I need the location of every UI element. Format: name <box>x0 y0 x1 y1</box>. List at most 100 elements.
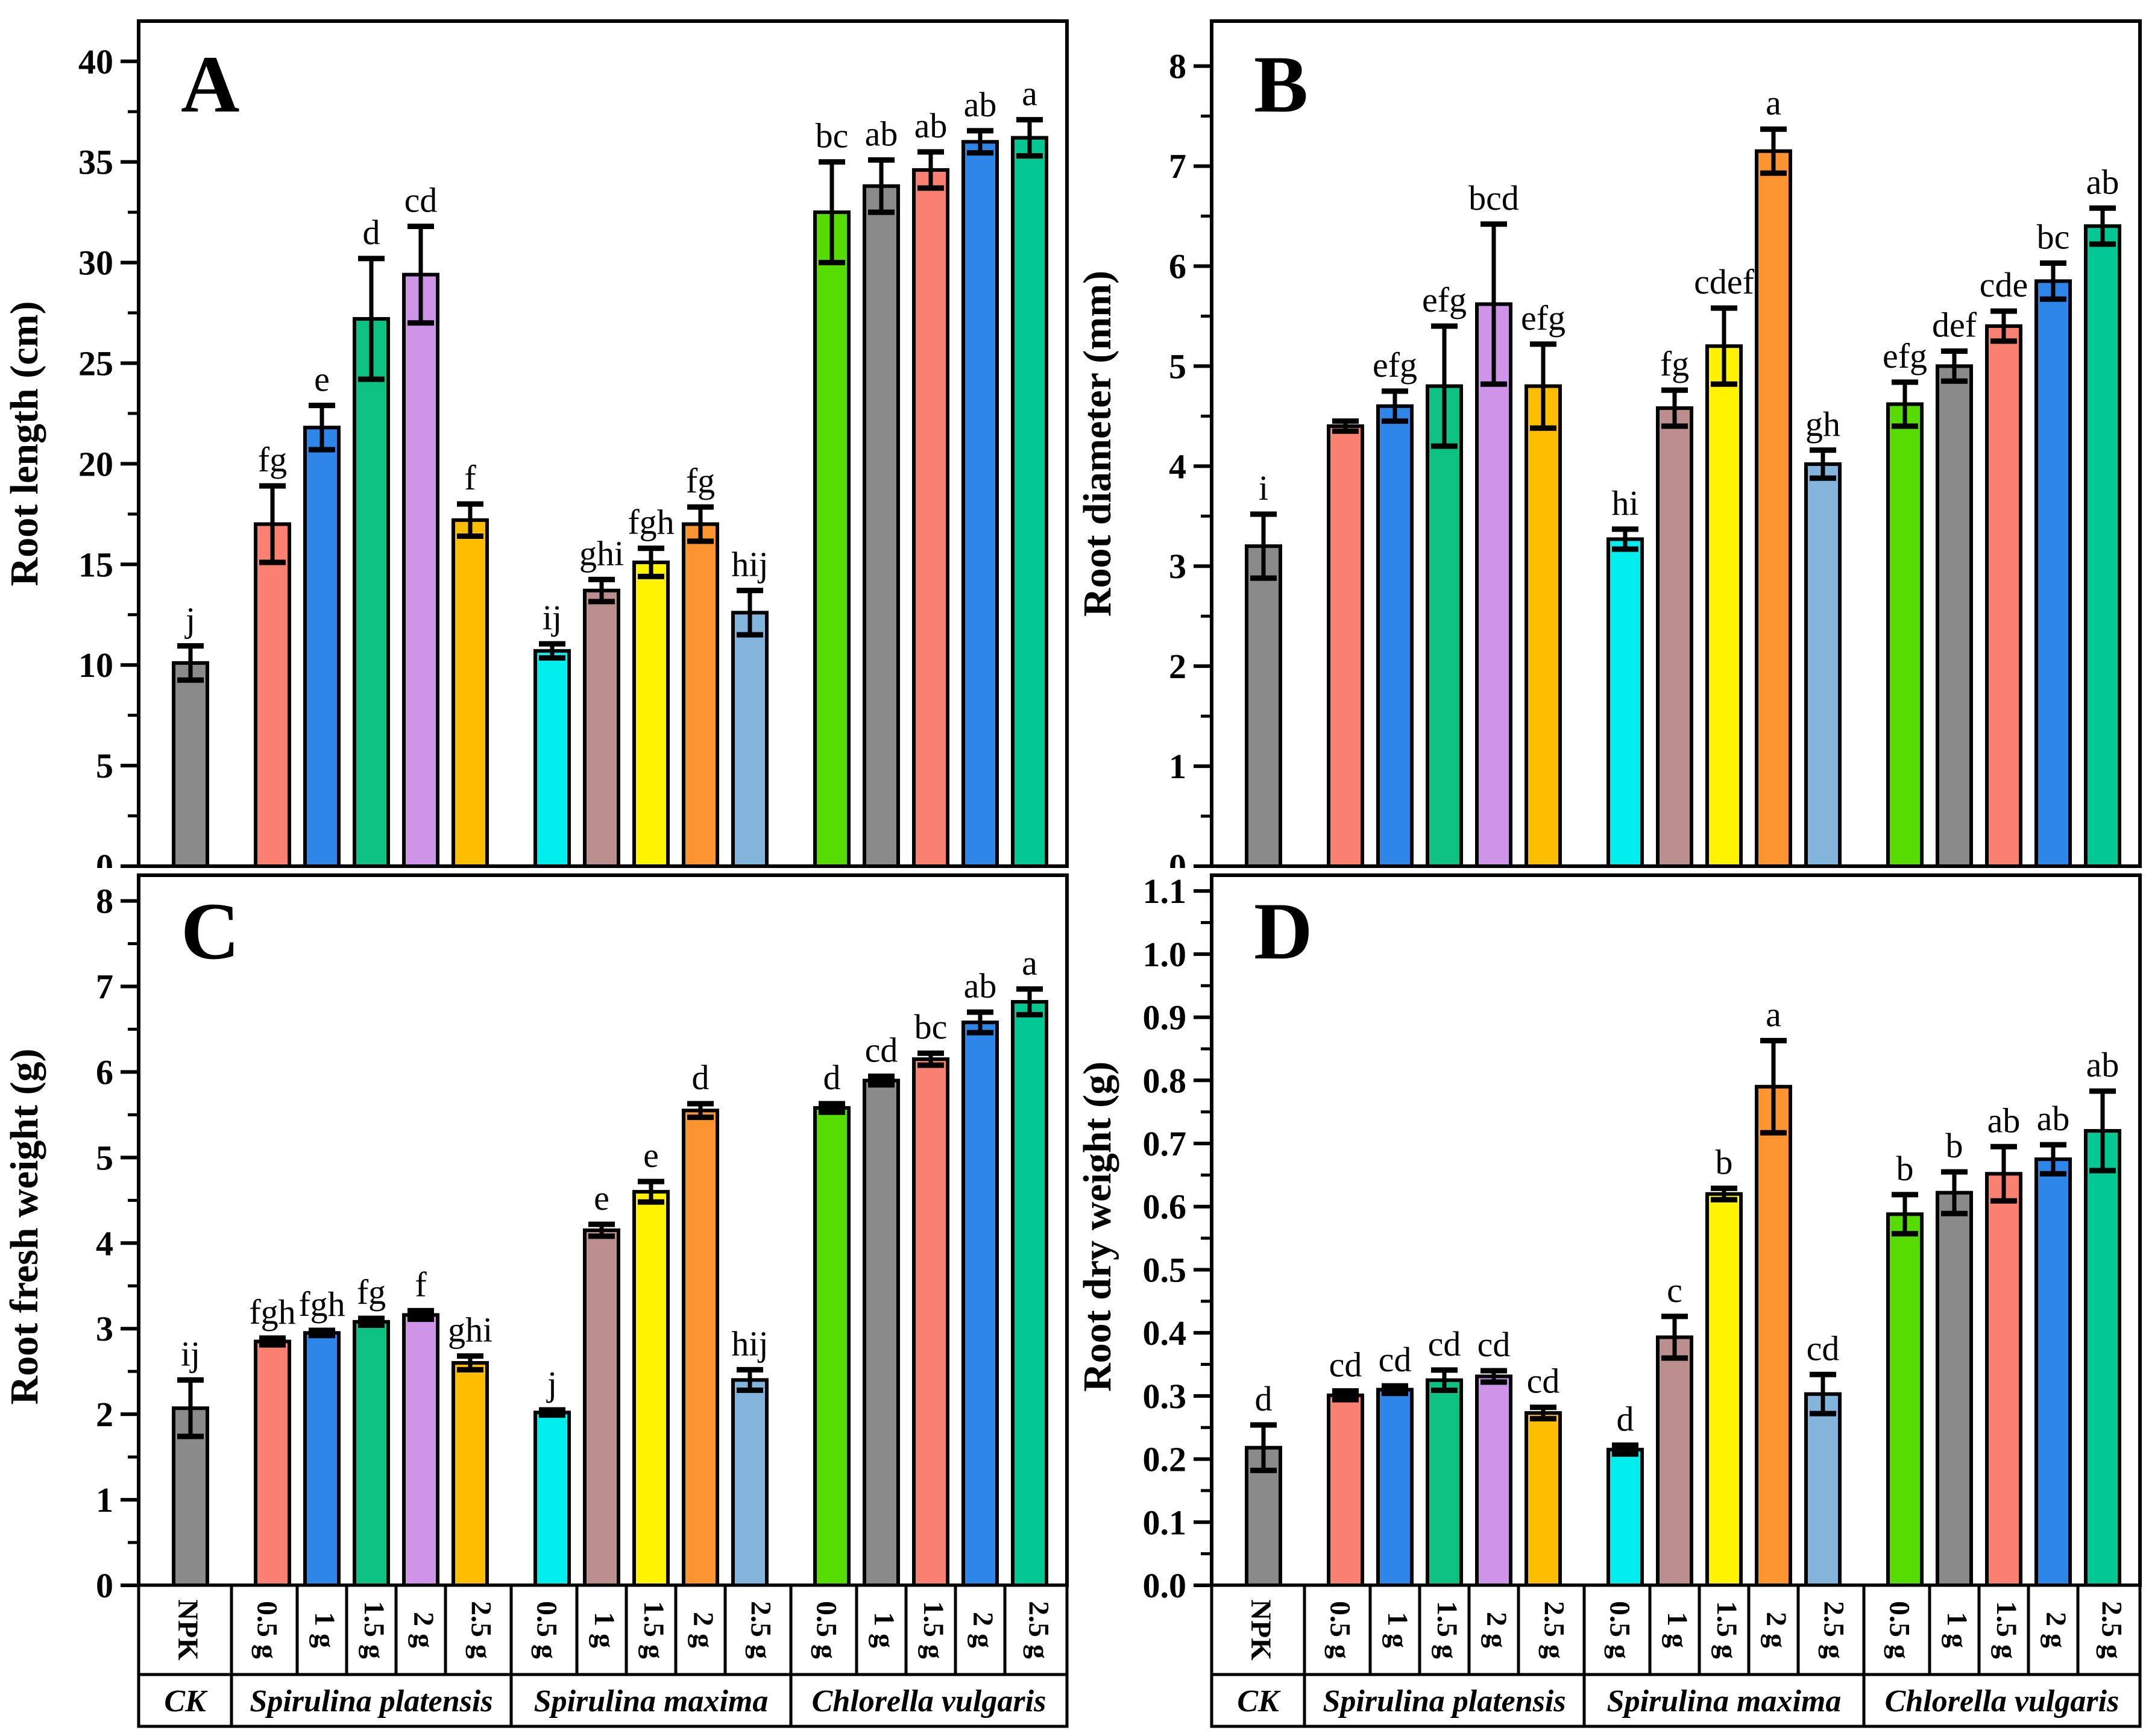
significance-letter: ij <box>181 1334 200 1373</box>
x-category-label: 0.5 g <box>810 1601 842 1659</box>
x-group-cell <box>509 1673 793 1728</box>
significance-letter: fgh <box>249 1292 295 1332</box>
panel-b-letter: B <box>1254 40 1308 130</box>
y-tick-label: 0.8 <box>1143 1061 1187 1100</box>
significance-letter: ab <box>964 85 997 124</box>
significance-letter: fg <box>258 440 287 479</box>
significance-letter: cd <box>1379 1340 1412 1379</box>
x-group-label: CK <box>164 1684 208 1719</box>
x-group-label: Spirulina platensis <box>1323 1684 1565 1719</box>
significance-letter: cd <box>1477 1325 1511 1364</box>
x-category-cell <box>789 1583 858 1676</box>
significance-letter: i <box>1259 468 1268 508</box>
bar <box>961 1021 999 1587</box>
x-category-label: 1.5 g <box>917 1601 949 1659</box>
significance-letter: j <box>546 1364 557 1403</box>
significance-letter: d <box>1255 1379 1273 1418</box>
significance-letter: a <box>1766 83 1781 122</box>
y-tick-label: 3 <box>96 1309 113 1348</box>
x-category-label: NPK <box>1245 1599 1277 1660</box>
x-category-label: 2.5 g <box>744 1601 776 1659</box>
x-category-cell <box>625 1583 678 1676</box>
x-category-cell <box>2027 1583 2080 1676</box>
bar <box>254 522 291 868</box>
bar <box>172 661 209 868</box>
significance-letter: f <box>464 458 476 497</box>
y-tick-label: 0.0 <box>1143 1566 1187 1605</box>
bar <box>303 426 341 868</box>
x-category-label: 1.5 g <box>1431 1601 1463 1659</box>
x-group-cell <box>789 1673 1069 1728</box>
y-tick-label: 2 <box>1169 647 1186 686</box>
significance-letter: bcd <box>1468 178 1519 218</box>
x-group-label: Spirulina platensis <box>250 1684 492 1719</box>
panel-d-letter: D <box>1254 887 1313 976</box>
significance-letter: fg <box>357 1272 386 1312</box>
significance-letter: j <box>184 600 195 639</box>
bar <box>1886 1212 1924 1587</box>
panel-a-root-length: Root length (cm) A jfgedcdfijghifghfghij… <box>2 19 1069 868</box>
bar <box>1426 1378 1463 1587</box>
y-tick-label: 6 <box>1169 247 1186 286</box>
bar <box>1886 402 1924 868</box>
significance-letter: ab <box>1987 1101 2021 1140</box>
y-tick-label: 5 <box>96 746 113 785</box>
significance-letter: cd <box>865 1031 898 1070</box>
bar <box>912 168 949 868</box>
y-tick-label: 0.2 <box>1143 1440 1187 1479</box>
y-tick-label: 5 <box>1169 347 1186 386</box>
significance-letter: d <box>1617 1400 1634 1439</box>
bar <box>731 611 769 868</box>
bar <box>303 1331 341 1587</box>
x-category-label: 2.5 g <box>1022 1601 1054 1659</box>
significance-letter: bc <box>914 1007 948 1046</box>
bar <box>682 522 719 868</box>
y-tick-label: 10 <box>78 646 113 685</box>
y-tick-label: 4 <box>96 1224 113 1263</box>
bar <box>1985 1172 2022 1587</box>
bar <box>1606 537 1644 868</box>
x-category-label: 1.5 g <box>638 1601 670 1659</box>
x-category-label: 0.5 g <box>1883 1601 1915 1659</box>
bar <box>2034 1157 2072 1587</box>
significance-letter: efg <box>1422 280 1467 319</box>
significance-letter: e <box>643 1136 659 1175</box>
significance-letter: f <box>415 1265 427 1304</box>
bar <box>912 1057 949 1587</box>
bar <box>254 1339 291 1588</box>
x-group-cell <box>137 1673 233 1728</box>
bar <box>1475 302 1512 868</box>
significance-letter: ab <box>2086 162 2119 201</box>
x-category-cell <box>723 1583 793 1676</box>
y-tick-label: 5 <box>96 1138 113 1177</box>
panel-d-root-dry-weight: Root dry weight (g) D dcd cd cd cdcddcbacdb… <box>1075 872 2142 1728</box>
y-tick-label: 0 <box>96 1566 113 1605</box>
x-category-cell <box>674 1583 727 1676</box>
significance-letter: ab <box>2037 1099 2070 1138</box>
y-tick-label: 0.5 <box>1143 1250 1187 1289</box>
x-category-cell <box>1418 1583 1471 1676</box>
x-category-label: 2 g <box>1480 1612 1512 1648</box>
bar <box>533 649 571 868</box>
bar <box>533 1410 571 1587</box>
y-tick-label: 35 <box>78 143 113 182</box>
bar <box>1327 1393 1364 1588</box>
significance-letter: cdef <box>1694 262 1754 301</box>
x-category-label: 2.5 g <box>1817 1601 1849 1659</box>
significance-letter: gh <box>1805 404 1840 444</box>
bar <box>863 1078 900 1587</box>
panel-d-y-axis-title: Root dry weight (g) <box>1075 1061 1119 1392</box>
y-tick-label: 0 <box>96 847 113 868</box>
bar <box>2034 279 2072 868</box>
x-category-label: 1 g <box>1661 1612 1693 1648</box>
panel-a-letter: A <box>181 40 240 130</box>
y-tick-label: 15 <box>78 545 113 584</box>
y-tick-label: 0.3 <box>1143 1377 1187 1416</box>
x-category-cell <box>2076 1583 2142 1676</box>
bar <box>1525 1411 1562 1587</box>
x-category-label: 2 g <box>407 1612 439 1648</box>
x-group-cell <box>1582 1673 1866 1728</box>
x-category-label: 1.5 g <box>1711 1601 1743 1659</box>
bar <box>583 588 620 868</box>
